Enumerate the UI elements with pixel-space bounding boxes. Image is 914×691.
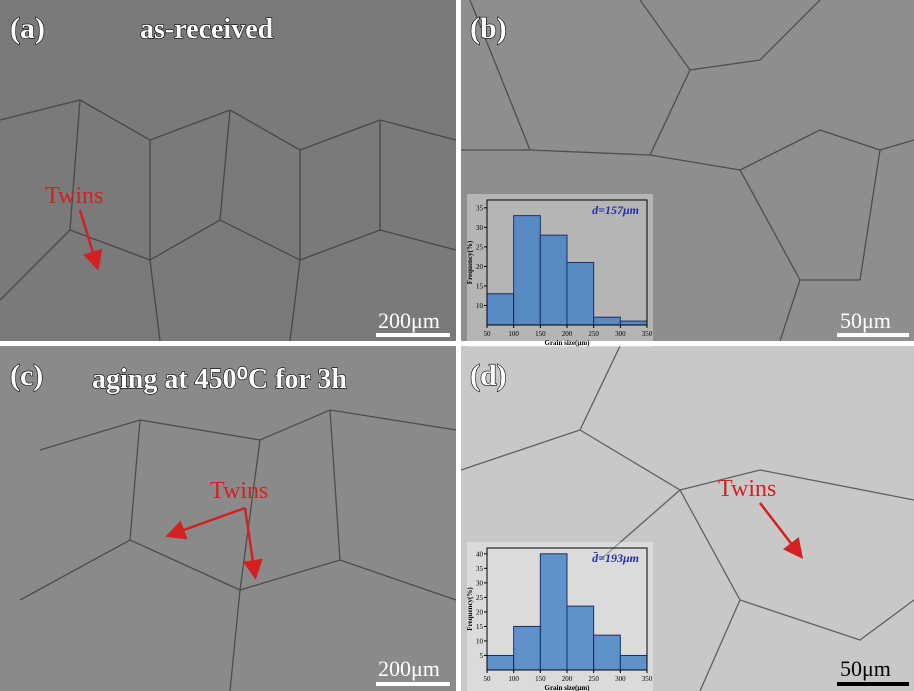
y-tick-label: 15 bbox=[476, 282, 484, 290]
y-tick-label: 10 bbox=[476, 637, 484, 645]
y-tick-label: 20 bbox=[476, 608, 484, 616]
y-tick-label: 35 bbox=[476, 565, 484, 573]
bar bbox=[594, 635, 621, 670]
x-tick-label: 50 bbox=[484, 675, 492, 683]
y-axis-label: Frequency(%) bbox=[466, 587, 474, 631]
bar bbox=[620, 655, 647, 670]
x-tick-label: 200 bbox=[562, 330, 573, 338]
x-tick-label: 300 bbox=[615, 330, 626, 338]
scale-bar bbox=[837, 682, 909, 686]
panel-label: (c) bbox=[10, 359, 43, 392]
x-tick-label: 300 bbox=[615, 675, 626, 683]
bar bbox=[540, 554, 567, 670]
scale-bar bbox=[376, 682, 450, 686]
y-axis-label: Frequency(%) bbox=[466, 240, 474, 284]
panel-label: (d) bbox=[470, 359, 507, 392]
x-tick-label: 250 bbox=[588, 330, 599, 338]
bar bbox=[567, 263, 594, 326]
y-tick-label: 35 bbox=[476, 204, 484, 212]
micrograph-a bbox=[0, 0, 456, 341]
bar bbox=[514, 626, 541, 670]
scale-bar bbox=[376, 333, 450, 337]
bar bbox=[620, 321, 647, 325]
panel-label: (b) bbox=[470, 12, 507, 45]
x-tick-label: 100 bbox=[508, 675, 519, 683]
y-tick-label: 15 bbox=[476, 623, 484, 631]
bar bbox=[594, 317, 621, 325]
x-tick-label: 350 bbox=[642, 675, 653, 683]
scale-label: 50μm bbox=[840, 308, 891, 333]
scale-label: 50μm bbox=[840, 656, 891, 681]
bar bbox=[487, 655, 514, 670]
x-tick-label: 50 bbox=[484, 330, 492, 338]
scale-bar bbox=[837, 333, 909, 337]
y-tick-label: 40 bbox=[476, 550, 484, 558]
bar bbox=[487, 294, 514, 325]
bar bbox=[567, 606, 594, 670]
y-tick-label: 30 bbox=[476, 579, 484, 587]
bar bbox=[514, 216, 541, 325]
x-tick-label: 150 bbox=[535, 330, 546, 338]
x-tick-label: 100 bbox=[508, 330, 519, 338]
micrograph-c bbox=[0, 346, 456, 691]
annotation: Twins bbox=[45, 183, 103, 209]
x-tick-label: 150 bbox=[535, 675, 546, 683]
annotation: Twins bbox=[718, 476, 776, 502]
x-axis-label: Grain size(μm) bbox=[545, 339, 591, 347]
bar bbox=[540, 235, 567, 325]
scale-label: 200μm bbox=[378, 308, 440, 333]
y-tick-label: 30 bbox=[476, 224, 484, 232]
x-tick-label: 250 bbox=[588, 675, 599, 683]
panel-label: (a) bbox=[10, 12, 45, 45]
x-tick-label: 200 bbox=[562, 675, 573, 683]
page: (a) as-received Twins 200μm (b) 50μm (c)… bbox=[0, 0, 914, 691]
x-tick-label: 350 bbox=[642, 330, 653, 338]
panel-caption: as-received bbox=[140, 14, 274, 45]
y-tick-label: 5 bbox=[480, 652, 484, 660]
inset-annotation: d̄=193μm bbox=[592, 551, 639, 565]
y-tick-label: 25 bbox=[476, 594, 484, 602]
y-tick-label: 10 bbox=[476, 302, 484, 310]
figure: (a) as-received Twins 200μm (b) 50μm (c)… bbox=[0, 0, 914, 691]
annotation: Twins bbox=[210, 478, 268, 504]
x-axis-label: Grain size(μm) bbox=[545, 684, 591, 691]
inset-annotation: d=157μm bbox=[592, 203, 639, 217]
panel-caption: aging at 450⁰C for 3h bbox=[92, 364, 347, 395]
y-tick-label: 25 bbox=[476, 243, 484, 251]
y-tick-label: 20 bbox=[476, 263, 484, 271]
scale-label: 200μm bbox=[378, 656, 440, 681]
